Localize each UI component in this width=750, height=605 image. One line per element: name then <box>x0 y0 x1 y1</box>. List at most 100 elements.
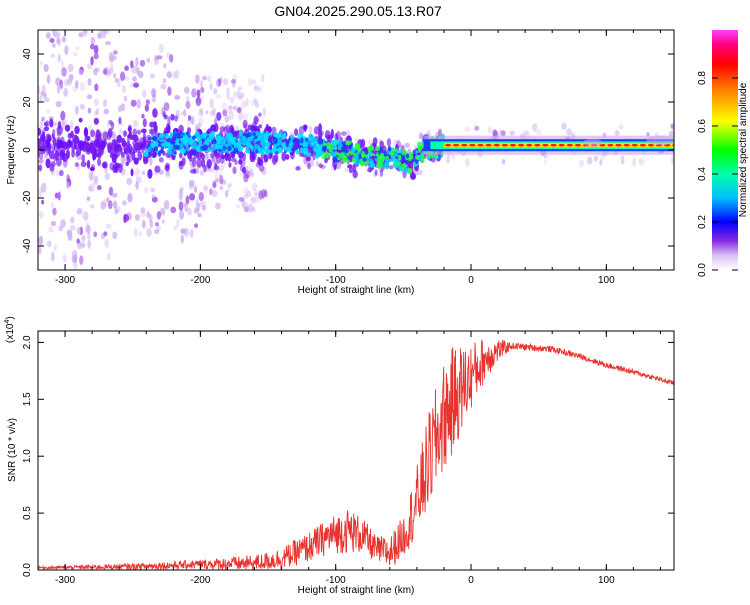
spectrogram-cell <box>238 158 243 165</box>
spectrogram-cell <box>45 120 50 128</box>
spectrogram-cell <box>133 82 140 88</box>
spectrogram-cell <box>260 119 265 125</box>
spectrogram-cell <box>146 228 152 237</box>
spectrogram-cell <box>96 185 102 191</box>
spectrogram-cell <box>53 244 57 252</box>
spectrogram-cell <box>38 137 41 147</box>
spectrogram-cell <box>306 152 312 156</box>
spectrogram-cell <box>132 119 139 128</box>
spectrogram-cell <box>135 181 139 190</box>
spectrogram-cell <box>166 71 172 79</box>
spectrogram-cell <box>196 149 200 159</box>
spectrogram-cell <box>620 155 625 165</box>
spectrogram-cell <box>57 191 61 201</box>
snr-scale-text: (x10 <box>5 323 16 343</box>
spectrogram-y-tick-label: -20 <box>22 190 33 205</box>
spectrogram-cell <box>115 162 121 169</box>
spectrogram-cell <box>384 157 388 164</box>
spectrogram-cell <box>49 118 54 128</box>
spectrogram-cell <box>136 66 140 76</box>
colorbar-tick-label: 0.8 <box>697 71 708 85</box>
spectrogram-cell <box>201 200 207 207</box>
spectrogram-cell <box>219 122 225 128</box>
spectrogram-cell <box>168 148 173 155</box>
spectrogram-cell <box>240 195 246 205</box>
spectrogram-cell <box>253 115 259 125</box>
spectrogram-cell <box>405 153 410 159</box>
spectrogram-cell <box>52 207 57 216</box>
spectrogram-cell <box>123 130 127 137</box>
spectrogram-cell <box>238 151 244 159</box>
spectrogram-cell <box>141 170 146 176</box>
spectrogram-cell <box>199 108 204 113</box>
spectrogram-cell <box>341 153 346 158</box>
spectrogram-cell <box>215 144 221 150</box>
spectrogram-cell <box>118 128 124 135</box>
spectrogram-x-axis-label: Height of straight line (km) <box>298 285 415 296</box>
spectrogram-cell <box>327 134 334 140</box>
spectrogram-cell <box>232 91 238 98</box>
spectrogram-cell <box>188 179 195 188</box>
spectrogram-cell <box>294 128 299 137</box>
spectrogram-cell <box>392 148 399 152</box>
spectrogram-cell <box>186 119 191 126</box>
spectrogram-cell <box>109 63 114 70</box>
spectrogram-cell <box>670 155 674 165</box>
spectrogram-cell <box>251 182 258 192</box>
spectrogram-cell <box>188 139 193 145</box>
spectrogram-cell <box>180 186 185 192</box>
spectrogram-cell <box>222 145 227 151</box>
spectrogram-cell <box>123 214 130 222</box>
spectrogram-cell <box>41 131 46 139</box>
spectrogram-cell <box>308 125 313 136</box>
spectrogram-cell <box>52 43 56 48</box>
spectrogram-cell <box>97 32 103 40</box>
spectrogram-cell <box>150 220 154 228</box>
spectrogram-cell <box>192 149 197 156</box>
spectrogram-cell <box>418 131 423 140</box>
spectrogram-cell <box>60 110 66 121</box>
spectrogram-cell <box>87 232 91 241</box>
snr-y-tick-label: 1.0 <box>22 449 33 463</box>
spectrogram-cell <box>153 123 158 133</box>
spectrogram-cell <box>499 129 503 137</box>
spectrogram-cell <box>376 162 383 169</box>
spectrogram-cell <box>103 108 109 115</box>
spectrogram-cell <box>305 137 309 142</box>
spectrogram-cell <box>179 210 185 220</box>
spectrogram-cell <box>45 158 51 169</box>
spectrogram-cell <box>283 146 288 151</box>
spectrogram-cell <box>39 186 43 197</box>
spectrogram-cell <box>102 161 108 169</box>
spectrogram-cell <box>163 63 167 69</box>
spectrogram-cell <box>170 206 177 214</box>
spectrogram-cell <box>119 71 126 82</box>
spectrogram-cell <box>593 155 598 162</box>
spectrogram-cell <box>207 148 213 152</box>
spectrogram-cell <box>202 132 208 138</box>
spectrogram-cell <box>158 157 164 163</box>
spectrogram-cell <box>288 144 293 149</box>
spectrogram-cell <box>133 157 138 165</box>
snr-scale-factor: (x104) <box>4 316 16 343</box>
spectrogram-cell <box>121 200 127 206</box>
spectrogram-cell <box>277 146 283 153</box>
spectrogram-cell <box>47 148 51 154</box>
spectrogram-cell <box>57 54 61 63</box>
spectrogram-cell <box>258 164 265 172</box>
spectrogram-cell <box>200 153 206 160</box>
spectrogram-cell <box>178 162 184 170</box>
spectrogram-cell <box>192 157 197 168</box>
spectrogram-ridge-peak <box>550 143 557 147</box>
spectrogram-cell <box>179 187 184 196</box>
spectrogram-cell <box>161 219 165 224</box>
spectrogram-cell <box>336 161 342 170</box>
spectrogram-ridge-peak <box>542 143 549 147</box>
spectrogram-cell <box>210 124 216 133</box>
spectrogram-cell <box>138 230 143 238</box>
spectrogram-cell <box>369 160 374 168</box>
spectrogram-cell <box>180 234 184 244</box>
spectrogram-cell <box>140 207 146 214</box>
spectrogram-cell <box>420 152 424 158</box>
spectrogram-ridge-peak <box>518 143 525 147</box>
